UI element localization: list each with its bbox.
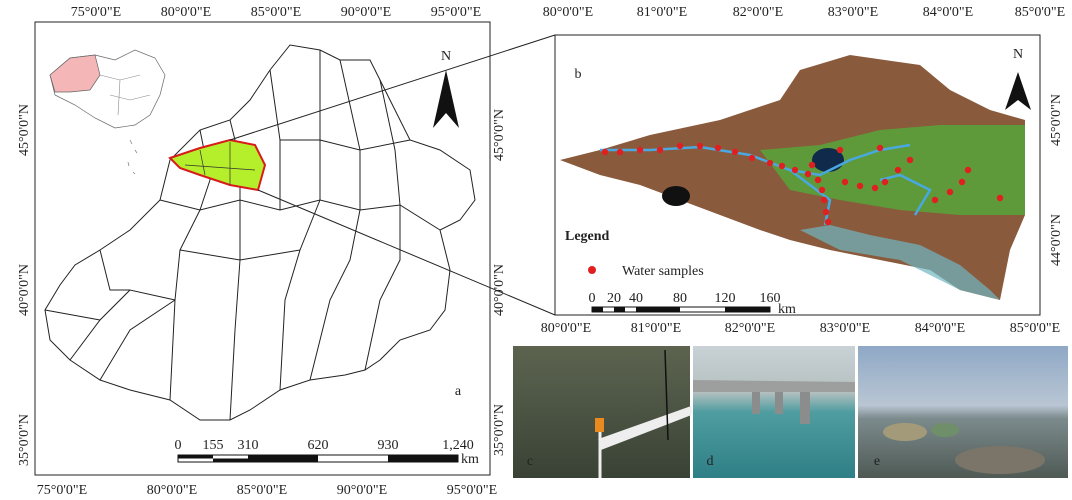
- lat-label: 40°0'0"N: [492, 264, 507, 316]
- photo-e-rock: [883, 423, 927, 441]
- sample-dot: [821, 197, 827, 203]
- sample-dot: [823, 209, 829, 215]
- lat-label: 40°0'0"N: [17, 264, 32, 316]
- sample-dot: [825, 219, 831, 225]
- lon-label: 84°0'0"E: [915, 321, 965, 336]
- lon-label: 80°0'0"E: [147, 483, 197, 498]
- photo-d-bridge: [693, 380, 855, 392]
- sample-dot: [732, 149, 738, 155]
- lon-label: 83°0'0"E: [820, 321, 870, 336]
- photo-c-sensor: [595, 418, 604, 432]
- scale-tick: 0: [175, 438, 182, 453]
- lon-label: 82°0'0"E: [733, 5, 783, 20]
- lon-label: 83°0'0"E: [828, 5, 878, 20]
- scale-tick: 40: [629, 291, 643, 306]
- lon-label: 80°0'0"E: [543, 5, 593, 20]
- figure: 75°0'0"E 80°0'0"E 85°0'0"E 90°0'0"E 95°0'0"E…: [0, 0, 1072, 500]
- lon-label: 85°0'0"E: [237, 483, 287, 498]
- lon-label: 80°0'0"E: [541, 321, 591, 336]
- sample-dot: [715, 145, 721, 151]
- sample-dot: [947, 189, 953, 195]
- sample-dot: [809, 162, 815, 168]
- scale-tick: 80: [673, 291, 687, 306]
- sample-dot: [857, 183, 863, 189]
- photo-e-rock: [931, 423, 959, 437]
- sample-dot: [792, 167, 798, 173]
- scale-tick: 0: [589, 291, 596, 306]
- sample-dot: [997, 195, 1003, 201]
- lat-label: 45°0'0"N: [1049, 94, 1064, 146]
- lon-label: 85°0'0"E: [1015, 5, 1065, 20]
- sample-dot: [965, 167, 971, 173]
- scale-tick: 1,240: [442, 438, 474, 453]
- lon-label: 85°0'0"E: [251, 5, 301, 20]
- sample-dot: [842, 179, 848, 185]
- scale-tick: 310: [238, 438, 259, 453]
- photo-d: [693, 346, 855, 478]
- sample-dot: [819, 187, 825, 193]
- sample-dot: [767, 160, 773, 166]
- sample-dot: [617, 149, 623, 155]
- lon-label: 82°0'0"E: [725, 321, 775, 336]
- photo-e-rock: [955, 446, 1045, 474]
- lat-label: 45°0'0"N: [492, 109, 507, 161]
- lon-label: 95°0'0"E: [431, 5, 481, 20]
- lon-label: 85°0'0"E: [1010, 321, 1060, 336]
- sample-dot: [749, 155, 755, 161]
- lon-label: 95°0'0"E: [447, 483, 497, 498]
- legend-label: Water samples: [622, 264, 704, 279]
- lon-label: 90°0'0"E: [337, 483, 387, 498]
- lon-label: 75°0'0"E: [71, 5, 121, 20]
- scale-tick: 155: [203, 438, 224, 453]
- lat-label: 35°0'0"N: [492, 404, 507, 456]
- lon-label: 90°0'0"E: [341, 5, 391, 20]
- sample-dot: [815, 177, 821, 183]
- lon-label: 81°0'0"E: [637, 5, 687, 20]
- photo-d-pier: [775, 392, 783, 414]
- lon-label: 81°0'0"E: [631, 321, 681, 336]
- photo-d-pier: [752, 392, 760, 414]
- panel-label: a: [455, 384, 462, 399]
- lon-label: 84°0'0"E: [923, 5, 973, 20]
- scale-tick: 120: [715, 291, 736, 306]
- panel-label: b: [575, 67, 582, 82]
- sample-dot: [895, 167, 901, 173]
- sample-dot: [602, 149, 608, 155]
- sample-dot: [932, 197, 938, 203]
- legend-title: Legend: [565, 229, 610, 244]
- scale-unit: km: [778, 302, 796, 317]
- lat-label: 35°0'0"N: [17, 414, 32, 466]
- dark-patch: [662, 186, 690, 206]
- north-label: N: [441, 49, 451, 64]
- lon-label: 75°0'0"E: [37, 483, 87, 498]
- sample-dot: [677, 143, 683, 149]
- sample-dot: [907, 157, 913, 163]
- lon-label: 80°0'0"E: [161, 5, 211, 20]
- sample-dot: [805, 171, 811, 177]
- scale-tick: 930: [378, 438, 399, 453]
- scale-bar-a: [178, 455, 458, 462]
- sample-dot: [637, 147, 643, 153]
- photo-d-pier: [800, 392, 810, 424]
- sample-dot: [779, 163, 785, 169]
- sample-dot: [657, 147, 663, 153]
- sample-dot: [697, 143, 703, 149]
- sample-dot: [877, 145, 883, 151]
- lat-label: 45°0'0"N: [17, 104, 32, 156]
- scale-tick: 20: [607, 291, 621, 306]
- sample-dot: [882, 179, 888, 185]
- scale-unit: km: [461, 452, 479, 467]
- scale-bar-b: [592, 307, 770, 312]
- sample-dot: [872, 185, 878, 191]
- photo-label: c: [527, 454, 533, 469]
- photo-label: e: [874, 454, 880, 469]
- sample-dot: [837, 147, 843, 153]
- sample-dot: [959, 179, 965, 185]
- north-label: N: [1013, 47, 1023, 62]
- legend-marker: [588, 266, 596, 274]
- lat-label: 44°0'0"N: [1049, 214, 1064, 266]
- scale-tick: 620: [308, 438, 329, 453]
- photo-label: d: [707, 454, 714, 469]
